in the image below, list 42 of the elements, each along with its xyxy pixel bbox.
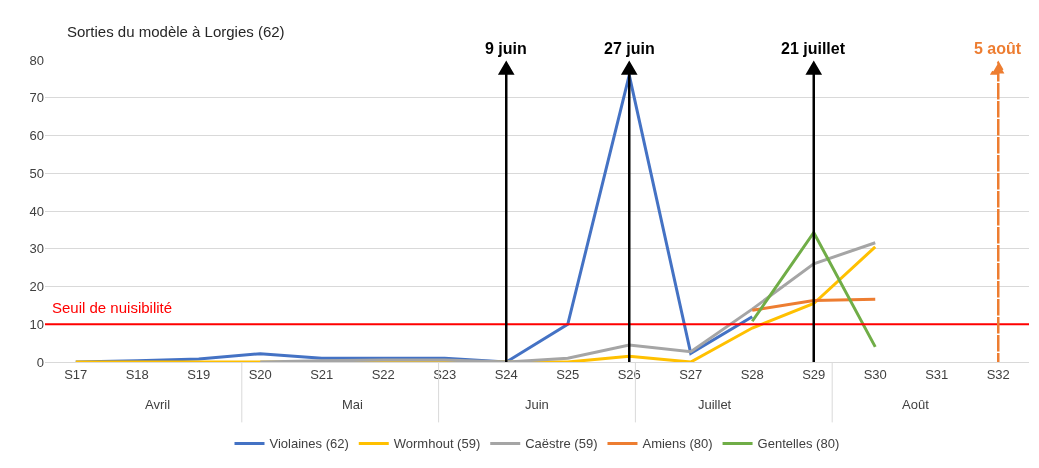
ref-line-label: 27 juin [604,40,655,57]
ref-line-label: Seuil de nuisibilité [52,299,173,316]
legend-label: Gentelles (80) [757,436,840,452]
y-tick-label: 30 [29,241,44,257]
x-tick-label: S25 [556,366,580,382]
x-tick-label: S29 [802,366,826,382]
x-tick-label: S32 [986,366,1010,382]
y-tick-label: 50 [29,165,44,181]
text: Août [902,397,930,412]
x-tick-label: S31 [925,366,949,382]
legend-label: Amiens (80) [642,436,713,452]
x-tick-label: S27 [679,366,703,382]
text: Juillet [698,397,732,412]
x-tick-label: S18 [125,366,149,382]
line-series [258,241,877,362]
y-tick-label: 70 [29,90,44,106]
legend-label: Caëstre (59) [525,436,598,452]
y-tick-label: 80 [29,52,44,68]
x-tick-label: S21 [310,366,334,382]
x-tick-label: S19 [187,366,211,382]
x-tick-label: S28 [740,366,764,382]
y-tick-label: 20 [29,279,44,295]
text: Juin [525,397,549,412]
x-tick-label: S20 [248,366,272,382]
ref-line-label: 9 juin [485,40,527,57]
y-tick-label: 10 [29,316,44,332]
y-tick-label: 60 [29,128,44,144]
x-tick-label: S24 [494,366,518,382]
ref-line-label: 5 août [974,40,1022,57]
x-tick-label: S30 [863,366,887,382]
legend-label: Violaines (62) [269,436,349,452]
legend-label: Wormhout (59) [393,436,481,452]
y-tick-label: 40 [29,203,44,219]
x-tick-label: S17 [64,366,88,382]
y-tick-label: 0 [36,354,44,370]
x-tick-label: S23 [433,366,457,382]
text: Avril [145,397,171,412]
x-tick-label: S26 [617,366,641,382]
x-tick-label: S22 [371,366,395,382]
ref-line-label: 21 juillet [781,40,846,57]
chart-subtitle: Sorties du modèle à Lorgies (62) [67,23,285,40]
text: Mai [342,397,364,412]
